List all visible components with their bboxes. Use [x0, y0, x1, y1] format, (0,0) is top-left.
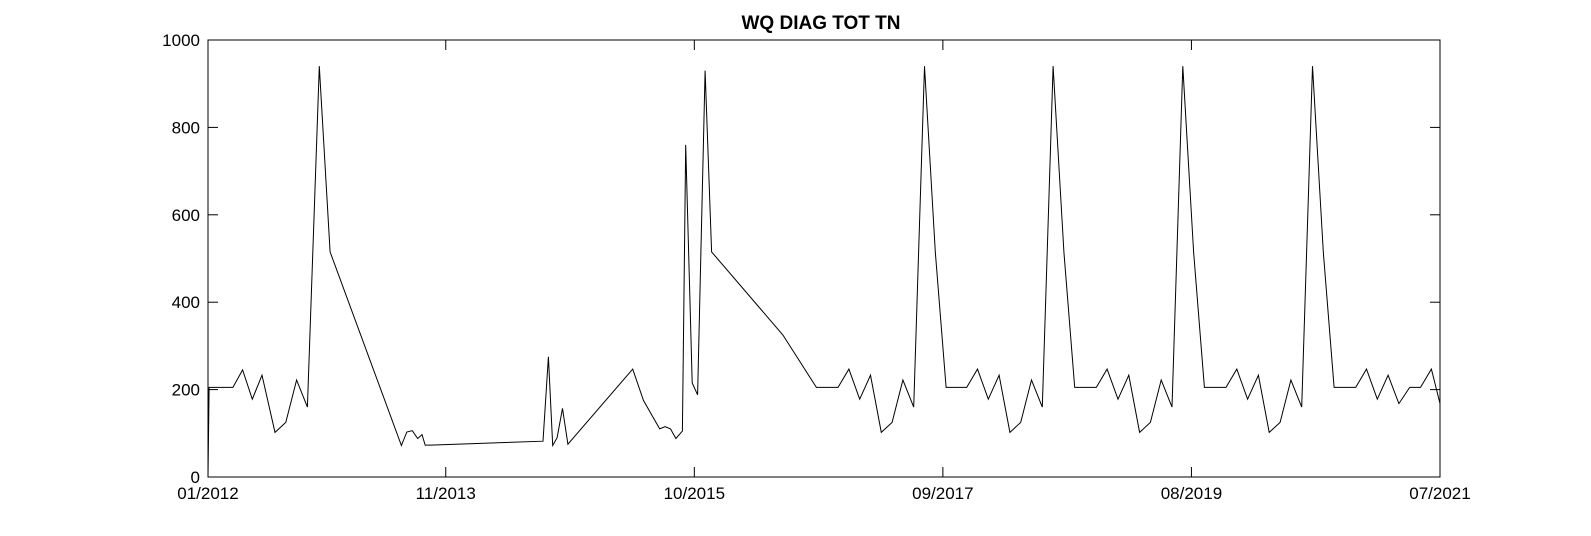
x-tick-label: 07/2021 [1409, 484, 1470, 503]
x-tick-label: 01/2012 [177, 484, 238, 503]
x-tick-label: 10/2015 [664, 484, 725, 503]
y-tick-label: 1000 [162, 31, 200, 50]
x-tick-label: 11/2013 [416, 484, 476, 503]
plot-area-frame [207, 39, 1441, 478]
y-tick-label: 400 [172, 293, 200, 312]
chart-title: WQ DIAG TOT TN [741, 13, 900, 34]
y-tick-label: 800 [172, 118, 200, 137]
series-line [207, 66, 1441, 478]
series-layer [207, 66, 1441, 478]
x-tick-label: 08/2019 [1161, 484, 1222, 503]
x-axis: 01/2012 11/2013 10/2015 09/2017 08/2019 07/20… [177, 40, 1471, 503]
y-axis: 0 200 400 600 800 1000 [162, 31, 1440, 487]
y-tick-label: 0 [191, 468, 200, 487]
y-tick-label: 600 [172, 206, 200, 225]
x-tick-label: 09/2017 [912, 484, 973, 503]
y-tick-label: 200 [172, 381, 200, 400]
